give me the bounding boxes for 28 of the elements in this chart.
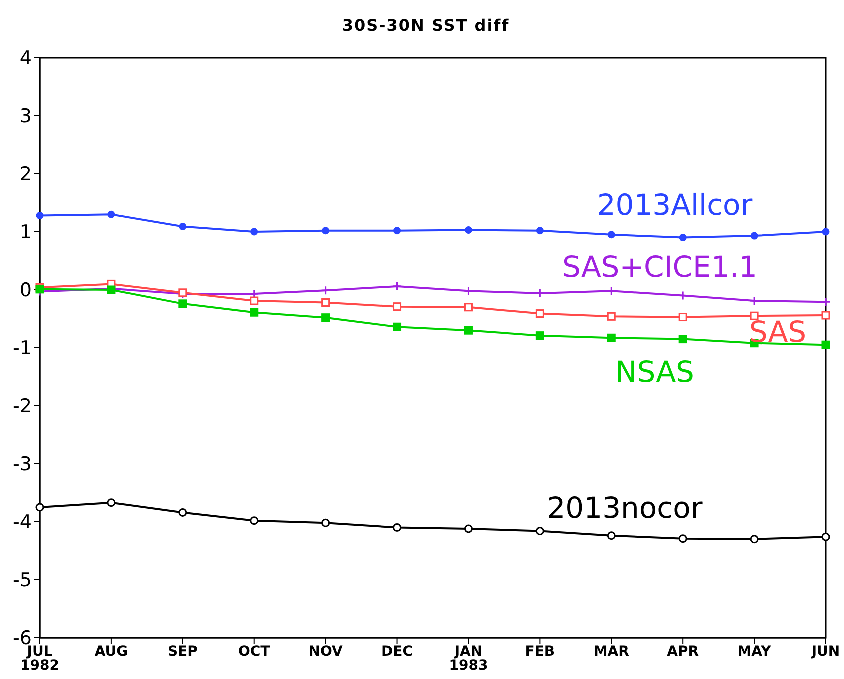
y-tick-label: 2 [20,164,32,186]
y-tick-label: 0 [20,280,32,302]
x-tick-label: JAN 1983 [449,644,488,674]
x-tick-label: MAY [738,644,772,660]
series-label: SAS [749,315,807,349]
x-tick-label: JUN [810,644,840,660]
series-label: SAS+CICE1.1 [562,250,758,284]
y-tick-label: -2 [13,396,32,418]
y-tick-label: -4 [13,512,32,534]
y-tick-label: 4 [20,48,32,70]
chart-title: 30S-30N SST diff [341,16,511,35]
x-tick-label: MAR [594,644,630,660]
series-label: 2013Allcor [597,188,753,222]
y-tick-label: 3 [20,106,32,128]
y-tick-label: 1 [20,222,32,244]
series-label: NSAS [616,355,694,389]
series-label: 2013nocor [547,491,703,525]
x-tick-label: APR [667,644,700,660]
x-tick-label: DEC [382,644,414,660]
x-tick-label: NOV [308,644,344,660]
y-tick-label: -3 [13,454,32,476]
y-tick-label: -5 [13,570,32,592]
x-tick-label: AUG [94,644,128,660]
x-tick-label: FEB [525,644,556,660]
x-tick-label: JUL 1982 [20,644,60,674]
y-tick-label: -1 [13,338,32,360]
x-tick-label: SEP [168,644,198,660]
x-tick-label: OCT [238,644,271,660]
